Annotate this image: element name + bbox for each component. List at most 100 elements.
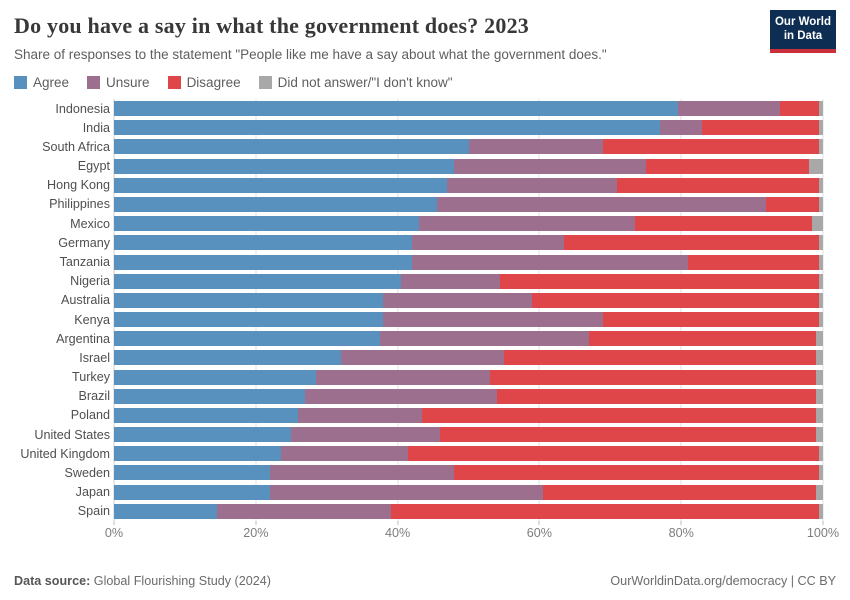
bar-segment-unsure[interactable] — [659, 120, 703, 136]
country-label-sweden[interactable]: Sweden — [64, 465, 110, 480]
country-label-egypt[interactable]: Egypt — [77, 159, 110, 174]
bar-segment-disagree[interactable] — [408, 446, 820, 462]
bar-segment-unsure[interactable] — [447, 177, 618, 193]
bar-segment-disagree[interactable] — [503, 350, 816, 366]
bar-segment-disagree[interactable] — [500, 273, 820, 289]
country-label-germany[interactable]: Germany — [58, 235, 110, 250]
bar-segment-did-not-answer[interactable] — [819, 196, 823, 212]
bar-segment-did-not-answer[interactable] — [812, 216, 823, 232]
bar-segment-disagree[interactable] — [617, 177, 820, 193]
bar-segment-unsure[interactable] — [401, 273, 501, 289]
bar-segment-unsure[interactable] — [216, 503, 391, 519]
bar-segment-disagree[interactable] — [440, 427, 816, 443]
bar-segment-disagree[interactable] — [542, 484, 816, 500]
bar-segment-agree[interactable] — [114, 120, 660, 136]
country-label-turkey[interactable]: Turkey — [71, 370, 110, 385]
country-label-united-kingdom[interactable]: United Kingdom — [20, 446, 110, 461]
country-label-kenya[interactable]: Kenya — [74, 312, 110, 327]
bar-segment-did-not-answer[interactable] — [819, 139, 823, 155]
bar-segment-agree[interactable] — [114, 427, 292, 443]
bar-segment-unsure[interactable] — [305, 388, 497, 404]
bar-segment-did-not-answer[interactable] — [819, 254, 823, 270]
bar-segment-disagree[interactable] — [532, 292, 820, 308]
bar-segment-unsure[interactable] — [677, 101, 781, 117]
country-label-japan[interactable]: Japan — [75, 485, 110, 500]
bar-segment-disagree[interactable] — [390, 503, 820, 519]
bar-segment-agree[interactable] — [114, 139, 469, 155]
bar-segment-agree[interactable] — [114, 177, 448, 193]
country-label-indonesia[interactable]: Indonesia — [55, 101, 110, 116]
bar-segment-unsure[interactable] — [316, 369, 490, 385]
bar-segment-did-not-answer[interactable] — [819, 292, 823, 308]
bar-segment-disagree[interactable] — [766, 196, 820, 212]
bar-segment-did-not-answer[interactable] — [819, 120, 823, 136]
bar-segment-agree[interactable] — [114, 331, 380, 347]
bar-segment-unsure[interactable] — [411, 254, 689, 270]
bar-segment-unsure[interactable] — [454, 158, 646, 174]
bar-segment-agree[interactable] — [114, 273, 402, 289]
bar-segment-agree[interactable] — [114, 235, 412, 251]
country-label-argentina[interactable]: Argentina — [56, 331, 110, 346]
bar-segment-did-not-answer[interactable] — [815, 427, 823, 443]
bar-segment-did-not-answer[interactable] — [819, 312, 823, 328]
bar-segment-unsure[interactable] — [418, 216, 636, 232]
legend-item-unsure[interactable]: Unsure — [87, 75, 150, 90]
bar-segment-disagree[interactable] — [454, 465, 820, 481]
bar-segment-unsure[interactable] — [411, 235, 565, 251]
country-label-brazil[interactable]: Brazil — [78, 389, 111, 404]
legend-item-did-not-answer[interactable]: Did not answer/"I don't know" — [258, 75, 453, 90]
bar-segment-disagree[interactable] — [422, 407, 816, 423]
bar-segment-did-not-answer[interactable] — [815, 331, 823, 347]
bar-segment-agree[interactable] — [114, 254, 412, 270]
bar-segment-agree[interactable] — [114, 446, 281, 462]
bar-segment-did-not-answer[interactable] — [819, 273, 823, 289]
bar-segment-did-not-answer[interactable] — [819, 446, 823, 462]
bar-segment-unsure[interactable] — [436, 196, 767, 212]
bar-segment-did-not-answer[interactable] — [819, 503, 823, 519]
bar-segment-did-not-answer[interactable] — [819, 101, 823, 117]
country-label-spain[interactable]: Spain — [77, 504, 110, 519]
bar-segment-disagree[interactable] — [635, 216, 813, 232]
bar-segment-agree[interactable] — [114, 369, 317, 385]
bar-segment-unsure[interactable] — [280, 446, 409, 462]
country-label-united-states[interactable]: United States — [34, 427, 110, 442]
country-label-australia[interactable]: Australia — [61, 293, 110, 308]
bar-segment-unsure[interactable] — [291, 427, 441, 443]
bar-segment-agree[interactable] — [114, 196, 437, 212]
bar-segment-did-not-answer[interactable] — [819, 465, 823, 481]
bar-segment-disagree[interactable] — [589, 331, 816, 347]
country-label-south-africa[interactable]: South Africa — [42, 139, 110, 154]
bar-segment-agree[interactable] — [114, 292, 384, 308]
bar-segment-disagree[interactable] — [702, 120, 820, 136]
bar-segment-did-not-answer[interactable] — [815, 369, 823, 385]
owid-logo[interactable]: Our World in Data — [770, 10, 836, 53]
country-label-mexico[interactable]: Mexico — [70, 216, 110, 231]
country-label-poland[interactable]: Poland — [70, 408, 110, 423]
bar-segment-agree[interactable] — [114, 388, 306, 404]
bar-segment-did-not-answer[interactable] — [819, 235, 823, 251]
bar-segment-disagree[interactable] — [688, 254, 820, 270]
bar-segment-unsure[interactable] — [340, 350, 504, 366]
bar-segment-agree[interactable] — [114, 407, 299, 423]
bar-segment-agree[interactable] — [114, 503, 217, 519]
bar-segment-agree[interactable] — [114, 158, 455, 174]
bar-segment-did-not-answer[interactable] — [808, 158, 823, 174]
bar-segment-disagree[interactable] — [780, 101, 820, 117]
bar-segment-disagree[interactable] — [564, 235, 820, 251]
bar-segment-unsure[interactable] — [298, 407, 423, 423]
bar-segment-disagree[interactable] — [603, 139, 820, 155]
footer-link[interactable]: OurWorldinData.org/democracy | CC BY — [610, 574, 836, 588]
bar-segment-disagree[interactable] — [603, 312, 820, 328]
bar-segment-agree[interactable] — [114, 216, 419, 232]
bar-segment-unsure[interactable] — [383, 292, 533, 308]
bar-segment-agree[interactable] — [114, 350, 341, 366]
bar-segment-disagree[interactable] — [645, 158, 809, 174]
bar-segment-did-not-answer[interactable] — [815, 407, 823, 423]
bar-segment-disagree[interactable] — [489, 369, 816, 385]
country-label-philippines[interactable]: Philippines — [49, 197, 110, 212]
legend-item-disagree[interactable]: Disagree — [167, 75, 241, 90]
country-label-israel[interactable]: Israel — [79, 350, 110, 365]
country-label-india[interactable]: India — [82, 120, 110, 135]
bar-segment-did-not-answer[interactable] — [815, 484, 823, 500]
bar-segment-did-not-answer[interactable] — [819, 177, 823, 193]
